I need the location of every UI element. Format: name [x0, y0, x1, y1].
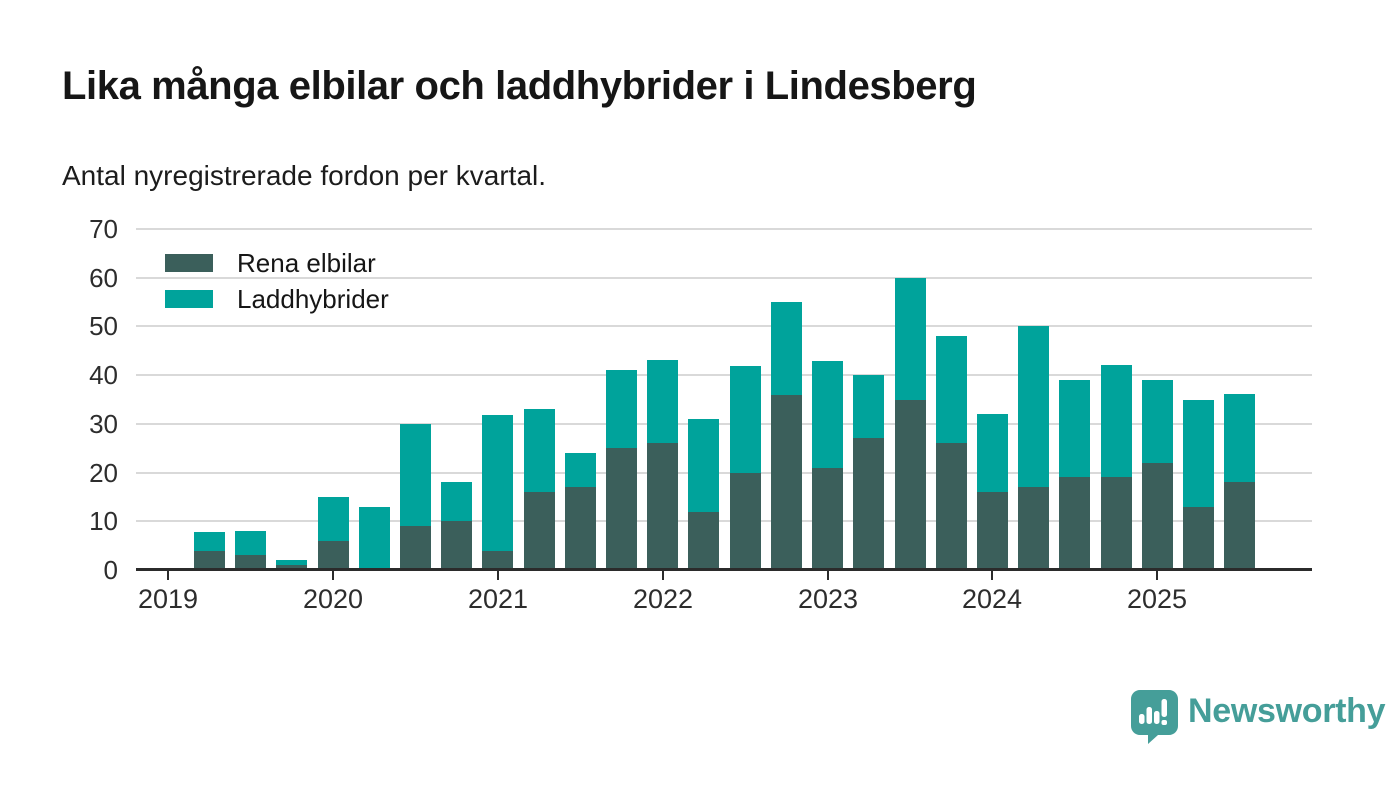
- x-axis-tick: [332, 571, 334, 580]
- newsworthy-logo-icon: [1131, 690, 1178, 744]
- bar-segment-laddhybrider: [606, 370, 637, 448]
- gridline-20: [136, 472, 1312, 474]
- bar-segment-rena-elbilar: [936, 443, 967, 570]
- y-axis-label: 30: [89, 409, 118, 439]
- bar-segment-rena-elbilar: [1183, 507, 1214, 570]
- gridline-70: [136, 228, 1312, 230]
- bar-segment-laddhybrider: [524, 409, 555, 492]
- y-axis-label: 60: [89, 263, 118, 293]
- x-axis-label: 2021: [467, 584, 529, 614]
- bar-segment-laddhybrider: [977, 414, 1008, 492]
- bar-segment-rena-elbilar: [853, 438, 884, 570]
- bar-segment-laddhybrider: [482, 415, 513, 551]
- bar-segment-rena-elbilar: [606, 448, 637, 570]
- bar-segment-laddhybrider: [853, 375, 884, 438]
- y-axis-label: 0: [103, 555, 118, 585]
- bar-segment-laddhybrider: [1183, 400, 1214, 507]
- bar-segment-rena-elbilar: [400, 526, 431, 570]
- chart-subtitle: Antal nyregistrerade fordon per kvartal.: [62, 160, 547, 191]
- y-axis-label: 70: [89, 214, 118, 244]
- bar-segment-rena-elbilar: [565, 487, 596, 570]
- bar-segment-rena-elbilar: [812, 468, 843, 570]
- legend-swatch-laddhybrider: [165, 290, 213, 308]
- legend-label: Rena elbilar: [237, 247, 376, 278]
- bar-segment-laddhybrider: [895, 278, 926, 400]
- bar-segment-laddhybrider: [1059, 380, 1090, 477]
- bar-segment-laddhybrider: [1142, 380, 1173, 463]
- bar-segment-rena-elbilar: [318, 541, 349, 570]
- newsworthy-logo-text: Newsworthy: [1188, 692, 1386, 730]
- newsworthy-logo: Newsworthy: [1130, 689, 1386, 745]
- bar-segment-laddhybrider: [1101, 365, 1132, 477]
- bar-segment-laddhybrider: [565, 453, 596, 487]
- bar-segment-rena-elbilar: [1142, 463, 1173, 570]
- y-axis-label: 10: [89, 506, 118, 536]
- bar-segment-rena-elbilar: [895, 400, 926, 570]
- bar-segment-laddhybrider: [812, 361, 843, 468]
- x-axis-tick: [827, 571, 829, 580]
- legend-item-rena-elbilar: Rena elbilar: [165, 248, 389, 278]
- x-axis-label: 2023: [797, 584, 859, 614]
- bar-segment-rena-elbilar: [1101, 477, 1132, 570]
- legend: Rena elbilar Laddhybrider: [165, 248, 389, 324]
- x-axis-line: [136, 568, 1312, 571]
- bar-segment-rena-elbilar: [977, 492, 1008, 570]
- bar-segment-laddhybrider: [1018, 326, 1049, 487]
- x-axis-tick: [497, 571, 499, 580]
- y-axis-label: 20: [89, 458, 118, 488]
- bar-segment-laddhybrider: [647, 360, 678, 443]
- x-axis-label: 2022: [632, 584, 694, 614]
- x-axis-tick: [167, 571, 169, 580]
- legend-swatch-rena-elbilar: [165, 254, 213, 272]
- bar-segment-rena-elbilar: [647, 443, 678, 570]
- gridline-60: [136, 277, 1312, 279]
- bar-segment-laddhybrider: [730, 366, 761, 473]
- bar-segment-rena-elbilar: [1059, 477, 1090, 570]
- bar-segment-laddhybrider: [1224, 394, 1255, 482]
- x-axis-tick: [991, 571, 993, 580]
- x-axis-label: 2020: [302, 584, 364, 614]
- bar-segment-rena-elbilar: [1224, 482, 1255, 570]
- x-axis-label: 2024: [961, 584, 1023, 614]
- bar-segment-rena-elbilar: [276, 565, 307, 570]
- legend-label: Laddhybrider: [237, 283, 389, 314]
- bar-segment-rena-elbilar: [235, 555, 266, 570]
- y-axis-label: 50: [89, 311, 118, 341]
- bar-segment-rena-elbilar: [771, 395, 802, 570]
- bar-segment-laddhybrider: [235, 531, 266, 555]
- x-axis-tick: [1156, 571, 1158, 580]
- gridline-40: [136, 374, 1312, 376]
- bar-segment-rena-elbilar: [482, 551, 513, 570]
- bar-segment-rena-elbilar: [730, 473, 761, 570]
- bar-segment-rena-elbilar: [688, 512, 719, 570]
- gridline-30: [136, 423, 1312, 425]
- y-axis-label: 40: [89, 360, 118, 390]
- bar-segment-laddhybrider: [688, 419, 719, 512]
- bar-segment-laddhybrider: [194, 532, 225, 551]
- bar-segment-laddhybrider: [441, 482, 472, 521]
- chart-title: Lika många elbilar och laddhybrider i Li…: [62, 64, 977, 108]
- bar-segment-laddhybrider: [400, 424, 431, 526]
- bar-segment-laddhybrider: [359, 507, 390, 570]
- bar-segment-laddhybrider: [936, 336, 967, 443]
- gridline-10: [136, 520, 1312, 522]
- x-axis-tick: [662, 571, 664, 580]
- gridline-50: [136, 325, 1312, 327]
- bar-segment-rena-elbilar: [441, 521, 472, 570]
- legend-item-laddhybrider: Laddhybrider: [165, 284, 389, 314]
- bar-segment-rena-elbilar: [524, 492, 555, 570]
- x-axis-label: 2025: [1126, 584, 1188, 614]
- bar-segment-laddhybrider: [318, 497, 349, 541]
- bar-segment-rena-elbilar: [1018, 487, 1049, 570]
- bar-segment-laddhybrider: [771, 302, 802, 395]
- x-axis-label: 2019: [137, 584, 199, 614]
- bar-segment-rena-elbilar: [194, 551, 225, 570]
- bar-segment-laddhybrider: [276, 560, 307, 565]
